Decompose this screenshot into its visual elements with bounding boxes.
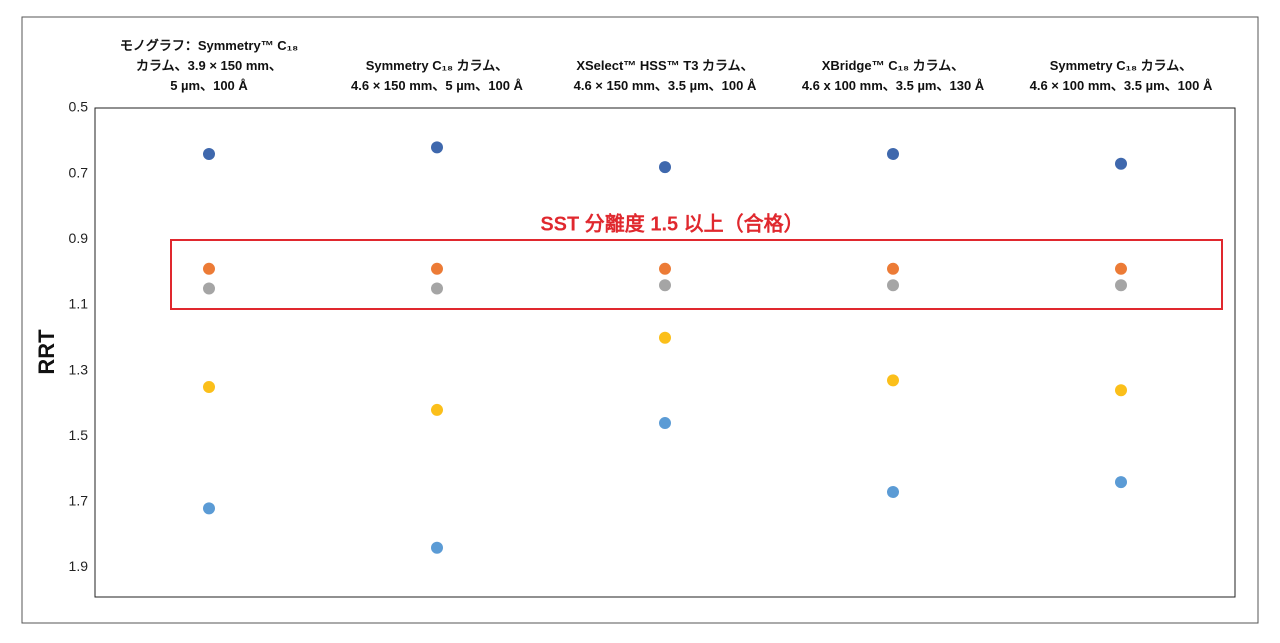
dot (431, 541, 443, 554)
y-axis-label: RRT (34, 329, 59, 375)
dot (431, 403, 443, 416)
dot (203, 380, 215, 393)
dot (887, 374, 899, 387)
dot (203, 502, 215, 515)
dot (659, 331, 671, 344)
y-tick-label: 0.5 (69, 99, 89, 115)
y-tick-label: 1.1 (69, 296, 89, 312)
dot (431, 282, 443, 295)
dot (1115, 384, 1127, 397)
dot (1115, 279, 1127, 292)
x-category-label: XBridge™ C₁₈ カラム、 4.6 x 100 mm、3.5 µm、13… (801, 58, 985, 93)
y-tick-label: 1.9 (69, 558, 89, 574)
x-category-label: Symmetry C₁₈ カラム、 4.6 × 100 mm、3.5 µm、10… (1029, 58, 1213, 93)
dot (887, 485, 899, 498)
dot (1115, 262, 1127, 275)
y-tick-label: 0.9 (69, 230, 89, 246)
dot (203, 282, 215, 295)
x-category-label: Symmetry C₁₈ カラム、 4.6 × 150 mm、5 µm、100 … (351, 58, 523, 93)
y-tick-label: 0.7 (69, 164, 89, 180)
dot (659, 417, 671, 430)
y-tick-label: 1.7 (69, 493, 89, 509)
dot (1115, 157, 1127, 170)
annotation-box (170, 239, 1223, 310)
dot (203, 147, 215, 160)
dot (431, 141, 443, 154)
dot (887, 147, 899, 160)
y-tick-label: 1.5 (69, 427, 89, 443)
dot (659, 262, 671, 275)
y-tick-label: 1.3 (69, 361, 89, 377)
dot (887, 279, 899, 292)
dot (659, 161, 671, 174)
dot (659, 279, 671, 292)
annotation: SST 分離度 1.5 以上（合格） (540, 211, 803, 235)
dot (203, 262, 215, 275)
dot (431, 262, 443, 275)
dot (1115, 476, 1127, 489)
dot (887, 262, 899, 275)
outer-frame (21, 16, 1259, 624)
x-category-label: モノグラフ：Symmetry™ C₁₈ カラム、3.9 × 150 mm、 5 … (119, 38, 299, 93)
plot-frame (94, 107, 1236, 598)
x-category-label: XSelect™ HSS™ T3 カラム、 4.6 × 150 mm、3.5 µ… (573, 58, 757, 93)
